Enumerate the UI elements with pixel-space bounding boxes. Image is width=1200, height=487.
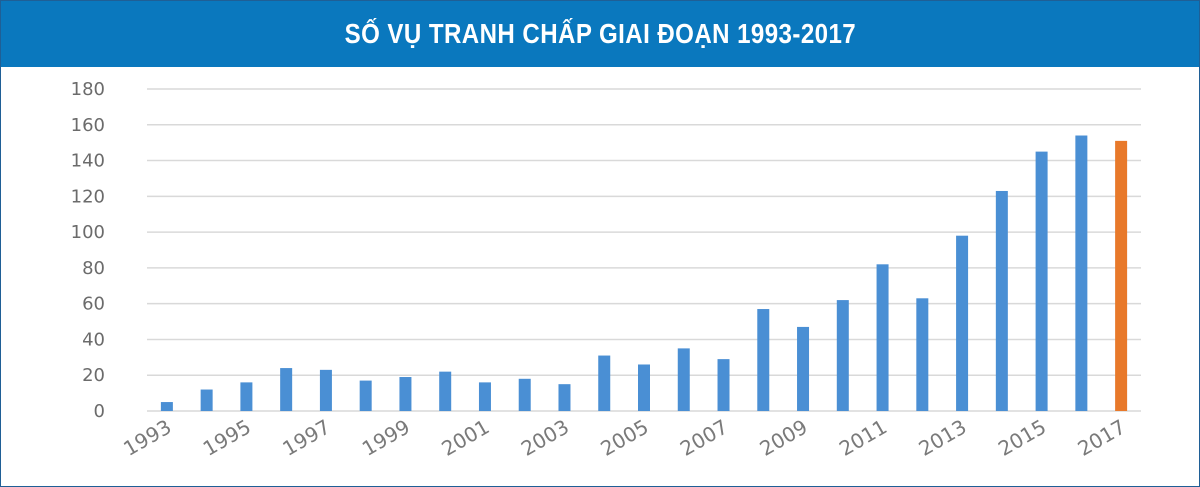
title-bar: SỐ VỤ TRANH CHẤP GIAI ĐOẠN 1993-2017 xyxy=(1,1,1199,67)
bar-1993 xyxy=(160,402,173,411)
y-tick-label: 40 xyxy=(82,329,105,350)
bar-2000 xyxy=(439,371,452,411)
bar-1996 xyxy=(280,368,293,411)
x-tick-label: 2017 xyxy=(1074,415,1130,461)
x-tick-label: 2005 xyxy=(596,415,652,461)
bar-2008 xyxy=(757,309,770,411)
x-tick-label: 2013 xyxy=(914,415,970,461)
bar-1999 xyxy=(399,377,412,411)
x-tick-label: 2011 xyxy=(835,415,891,461)
bar-2010 xyxy=(836,300,849,411)
x-tick-label: 1997 xyxy=(278,415,334,461)
bar-2013 xyxy=(956,235,969,411)
bar-2009 xyxy=(797,326,810,411)
bar-1997 xyxy=(319,369,332,411)
bar-2015 xyxy=(1035,151,1048,411)
bar-2005 xyxy=(638,364,650,411)
bar-1995 xyxy=(240,382,253,411)
bar-2003 xyxy=(558,384,571,411)
y-tick-label: 60 xyxy=(82,294,105,315)
bar-1994 xyxy=(200,389,213,411)
x-tick-label: 2003 xyxy=(517,415,573,461)
x-tick-label: 2015 xyxy=(994,415,1050,461)
bar-2006 xyxy=(677,348,690,411)
bar-2014 xyxy=(995,190,1008,411)
x-tick-label: 2001 xyxy=(437,415,493,461)
bar-2002 xyxy=(518,378,531,411)
chart-title: SỐ VỤ TRANH CHẤP GIAI ĐOẠN 1993-2017 xyxy=(344,18,856,49)
x-tick-label: 2009 xyxy=(755,415,811,461)
bar-2001 xyxy=(478,382,491,411)
y-tick-label: 140 xyxy=(71,151,105,172)
x-tick-label: 1993 xyxy=(119,415,175,461)
x-tick-label: 1995 xyxy=(199,415,255,461)
plot-area: 0 20 40 60 80 100 120 140 160 180 1993 1995 1997 1999… xyxy=(1,67,1199,486)
y-tick-label: 120 xyxy=(71,186,105,207)
y-tick-label: 180 xyxy=(71,79,105,100)
y-tick-label: 20 xyxy=(82,365,105,386)
bar-2007 xyxy=(717,359,730,411)
bar-chart: 0 20 40 60 80 100 120 140 160 180 1993 1995 1997 1999… xyxy=(71,79,1141,461)
bar-2017 xyxy=(1115,140,1128,411)
x-tick-label: 1999 xyxy=(358,415,414,461)
bar-2004 xyxy=(598,355,611,411)
y-tick-label: 80 xyxy=(82,258,105,279)
bar-2016 xyxy=(1075,135,1088,411)
bar-1998 xyxy=(359,380,372,411)
x-tick-label: 2007 xyxy=(676,415,732,461)
bar-2012 xyxy=(916,298,929,411)
y-tick-label: 100 xyxy=(71,222,105,243)
bar-2011 xyxy=(876,264,889,411)
y-tick-label: 160 xyxy=(71,115,105,136)
y-tick-label: 0 xyxy=(94,401,105,422)
